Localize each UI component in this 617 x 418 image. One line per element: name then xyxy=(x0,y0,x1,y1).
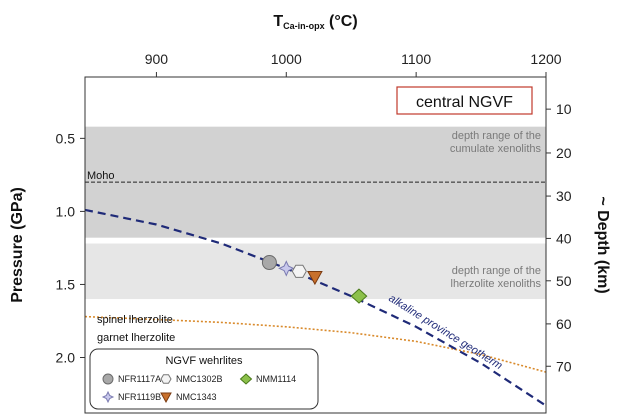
legend-marker-nmc1302b xyxy=(160,374,172,384)
legend-box xyxy=(89,348,319,410)
y-right-tick-label-40: 40 xyxy=(556,230,572,246)
x-tick-label-1200: 1200 xyxy=(530,51,561,67)
legend-marker-nfr1119b xyxy=(101,390,115,404)
geotherm-label: alkaline province geotherm xyxy=(386,292,504,372)
x-axis-title-subscript: Ca-in-opx xyxy=(283,21,325,31)
title-box xyxy=(396,86,533,115)
legend-label-nmc1302b: NMC1302B xyxy=(176,374,223,384)
legend-marker-nmm1114 xyxy=(239,373,253,385)
legend-label-nmc1343: NMC1343 xyxy=(176,392,217,402)
y-right-tick-label-70: 70 xyxy=(556,358,572,374)
plot-frame xyxy=(84,76,547,414)
x-tick-label-1100: 1100 xyxy=(401,51,431,67)
y-left-tick-label-2: 1.5 xyxy=(56,276,76,292)
data-point-nfr1119b-1 xyxy=(278,260,295,277)
legend: NGVF wehrlites NFR1117A NFR1119B NMC1302B NM… xyxy=(89,348,319,410)
legend-marker-nfr1117a xyxy=(102,373,114,385)
moho-label: Moho xyxy=(87,170,115,182)
y-right-axis-title: ~ Depth (km) xyxy=(594,196,611,293)
garnet-lherzolite-label: garnet lherzolite xyxy=(97,332,175,344)
legend-title: NGVF wehrlites xyxy=(165,355,243,367)
y-left-tick-label-0: 0.5 xyxy=(56,130,76,146)
band-2-label-line-2: lherzolite xenoliths xyxy=(451,278,542,290)
legend-label-nfr1117a: NFR1117A xyxy=(118,374,161,384)
legend-label-nfr1119b: NFR1119B xyxy=(118,392,161,402)
x-tick-label-1000: 1000 xyxy=(271,51,302,67)
y-right-tick-label-30: 30 xyxy=(556,188,572,204)
x-tick-label-900: 900 xyxy=(145,51,169,67)
y-right-tick-label-50: 50 xyxy=(556,273,572,289)
spinel-lherzolite-label: spinel lherzolite xyxy=(97,314,173,326)
band-2-label-line-1: depth range of the xyxy=(452,265,541,277)
x-axis-title-main: T xyxy=(273,13,283,30)
y-right-tick-label-60: 60 xyxy=(556,316,572,332)
legend-marker-nmc1343 xyxy=(160,392,172,404)
title-box-label: central NGVF xyxy=(416,94,513,111)
legend-label-nmm1114: NMM1114 xyxy=(256,374,296,384)
y-right-tick-label-10: 10 xyxy=(556,101,572,117)
band-1-label-line-2: cumulate xenoliths xyxy=(450,143,542,155)
y-right-tick-label-20: 20 xyxy=(556,145,572,161)
y-left-axis-title: Pressure (GPa) xyxy=(9,187,26,303)
data-point-nmm1114-1 xyxy=(350,288,368,304)
y-left-tick-label-3: 2.0 xyxy=(56,349,76,365)
data-point-nmc1343-1 xyxy=(307,271,323,286)
data-point-nfr1117a-1 xyxy=(261,255,277,271)
x-axis-title-unit: (°C) xyxy=(325,13,358,30)
data-point-nmc1302b-1 xyxy=(291,264,307,278)
y-left-tick-label-1: 1.0 xyxy=(56,203,76,219)
x-axis-title: TCa-in-opx (°C) xyxy=(273,13,357,31)
geotherm-line xyxy=(85,208,546,407)
band-1-label-line-1: depth range of the xyxy=(452,130,541,142)
